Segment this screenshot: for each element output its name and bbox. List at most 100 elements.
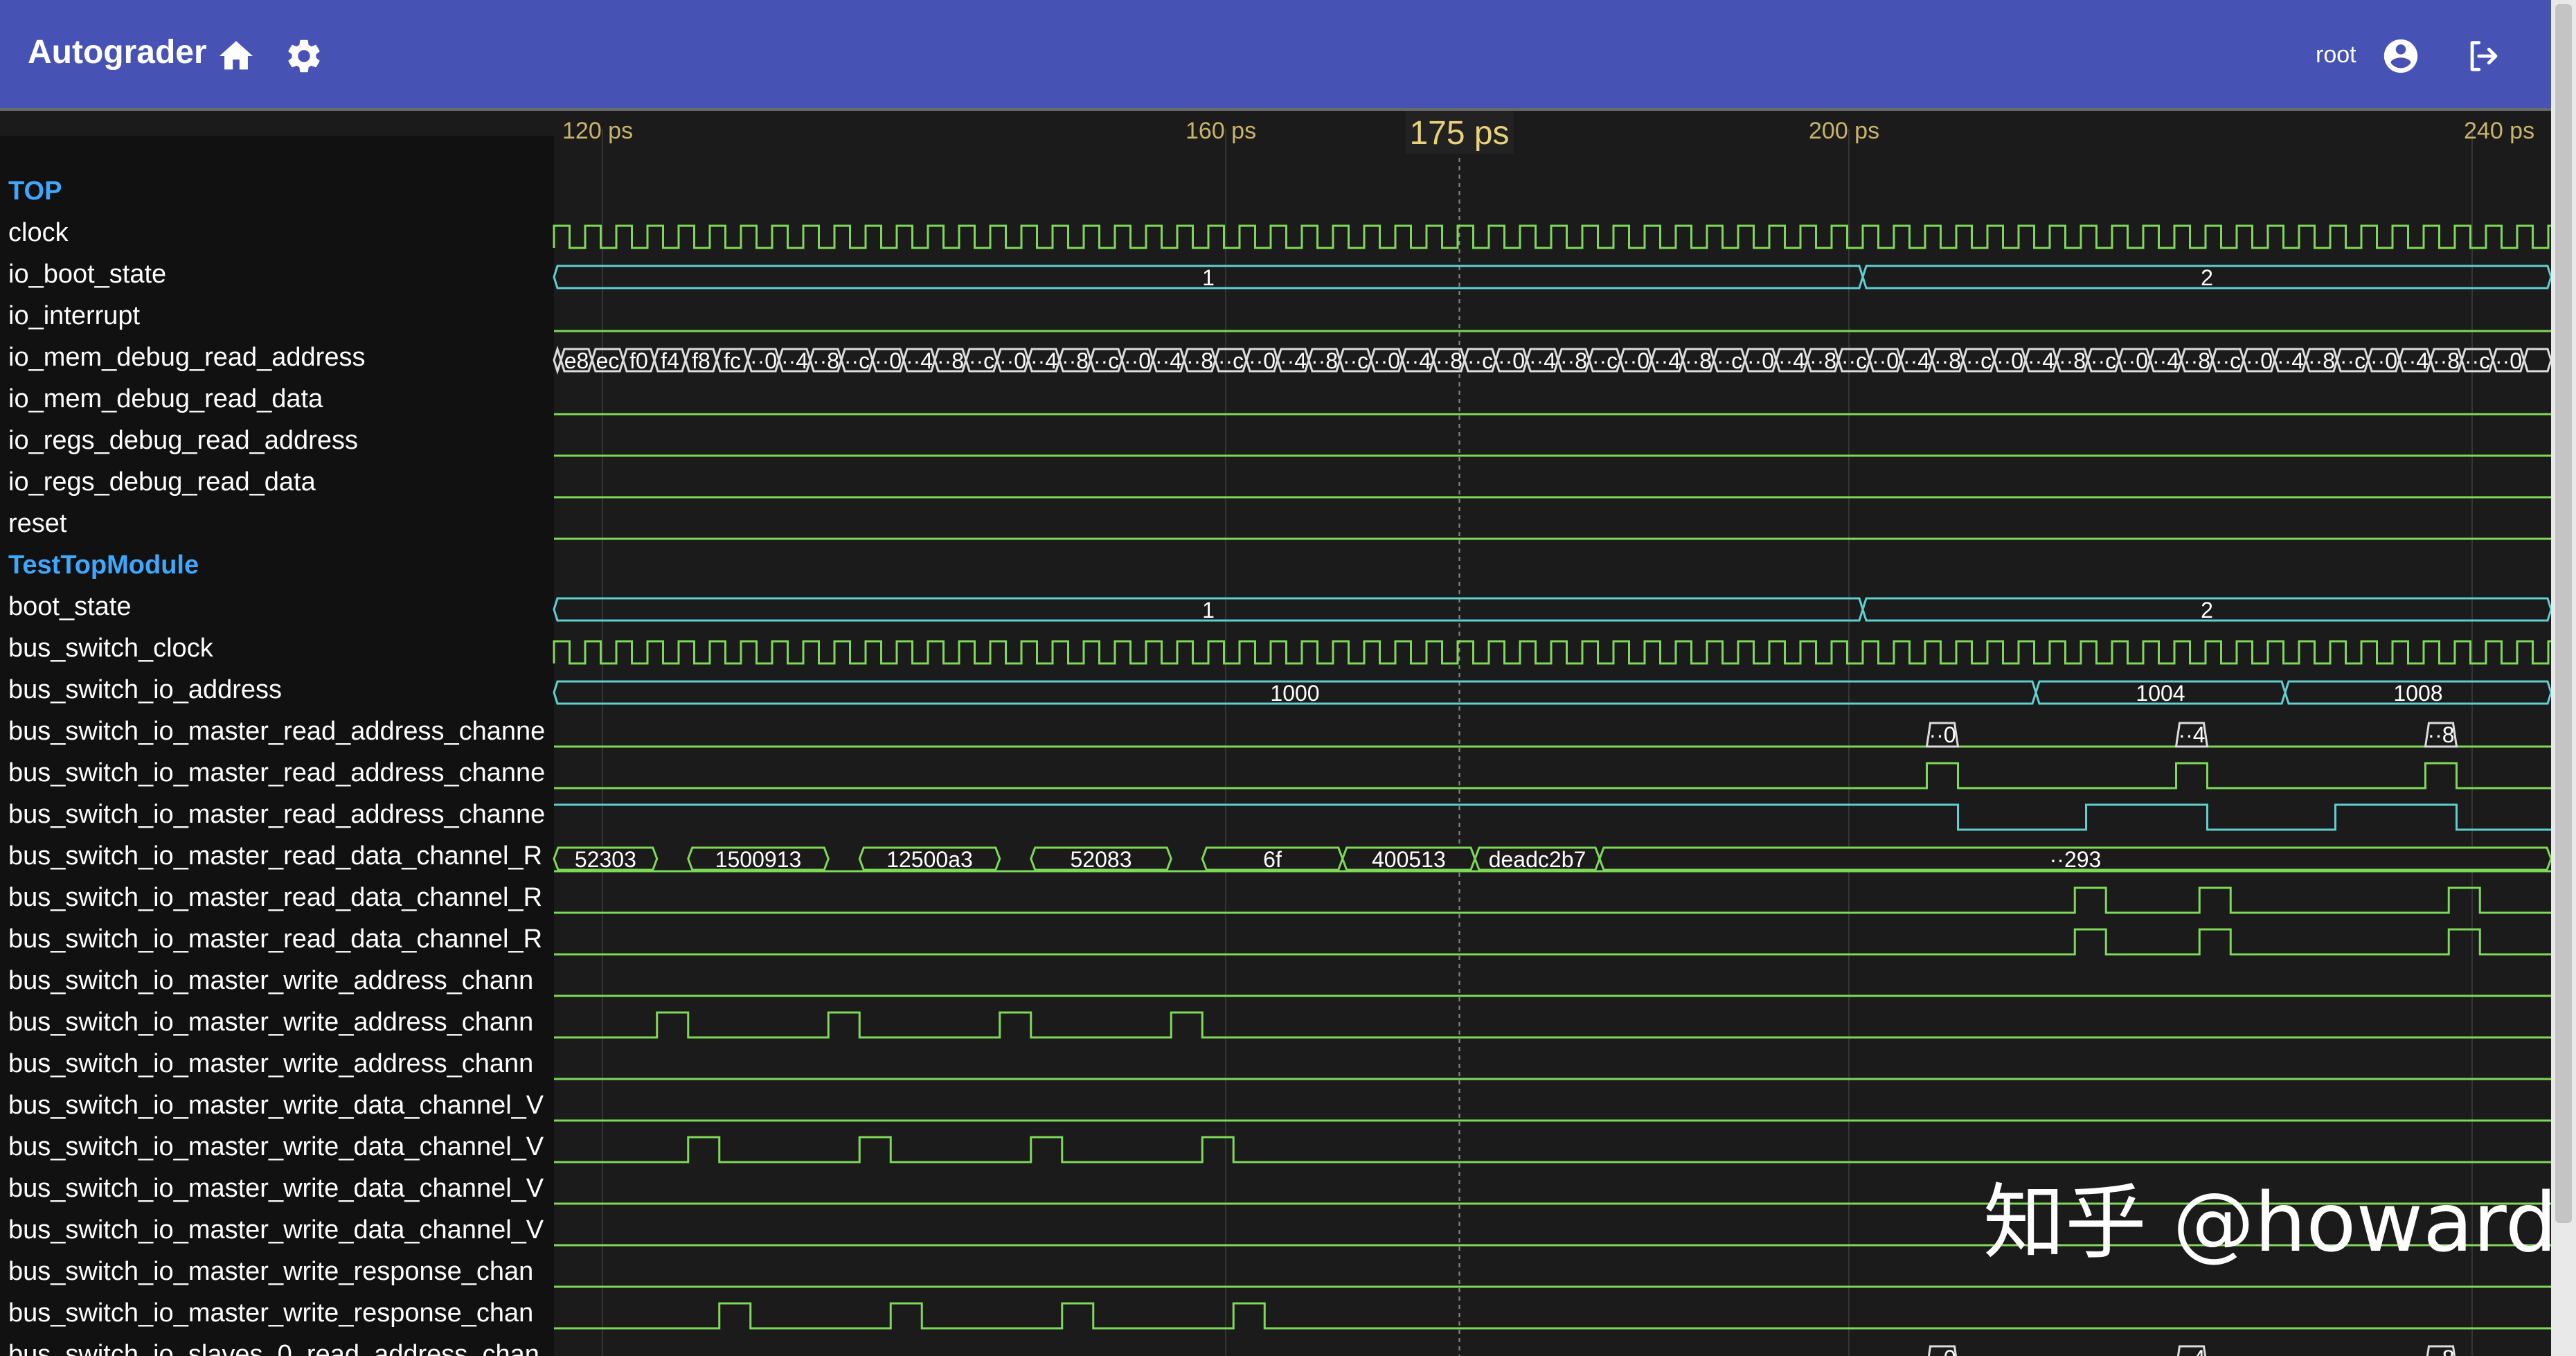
bus-value-label: ··c	[1592, 348, 1618, 373]
bus-value-label: f0	[629, 348, 648, 373]
bus-value-label: ··0	[2495, 348, 2522, 373]
account-circle-icon[interactable]	[2381, 36, 2421, 76]
bus-value-label: ··c	[1717, 348, 1742, 373]
signal-name-label[interactable]: bus_switch_io_slaves_0_read_address_chan	[8, 1340, 539, 1356]
signal-name-label[interactable]: io_mem_debug_read_data	[8, 384, 323, 413]
signal-name-label[interactable]: bus_switch_io_master_write_address_chann	[8, 966, 533, 995]
signal-name-label[interactable]: bus_switch_io_master_write_data_channel_…	[8, 1091, 544, 1120]
bus-value-label: ··c	[969, 348, 994, 373]
signal-name-label[interactable]: io_regs_debug_read_data	[8, 467, 316, 497]
bus-value-label: 52083	[1071, 847, 1132, 872]
signal-name-label[interactable]: bus_switch_clock	[8, 634, 214, 663]
home-icon[interactable]	[216, 36, 256, 76]
signal-name-label[interactable]: bus_switch_io_master_write_response_chan	[8, 1299, 533, 1328]
bus-value-label: ··4	[1404, 348, 1431, 373]
page-scrollbar[interactable]	[2551, 0, 2576, 1356]
bus-value-label: ··0	[2246, 348, 2273, 373]
bus-segment	[858, 846, 1001, 871]
bus-value-label: 1	[1202, 598, 1215, 623]
bus-value-label: ··8	[1062, 348, 1089, 373]
bus-value-label: ··c	[2215, 348, 2241, 373]
bus-value-label: ··8	[1186, 348, 1213, 373]
signal-name-label[interactable]: bus_switch_io_master_read_address_channe	[8, 758, 545, 787]
bus-segment	[1927, 1345, 1958, 1356]
signal-name-label[interactable]: bus_switch_io_master_write_data_channel_…	[8, 1215, 544, 1245]
signal-name-label[interactable]: bus_switch_io_master_write_address_chann	[8, 1008, 533, 1037]
bus-value-label: ··8	[2059, 348, 2086, 373]
bus-value-label: ··0	[1124, 348, 1151, 373]
signal-name-label[interactable]: bus_switch_io_master_read_data_channel_R	[8, 883, 542, 912]
signal-name-label[interactable]: clock	[8, 218, 69, 247]
bus-value-label: f4	[661, 348, 679, 373]
signal-name-label[interactable]: io_boot_state	[8, 260, 166, 289]
bus-value-label: ··8	[937, 348, 964, 373]
waveform-viewer[interactable]: 120 ps 160 ps 200 ps 240 ps 175 ps TOP clock io…	[0, 108, 2551, 1356]
bus-value-label: ··4	[1903, 348, 1930, 373]
bus-value-label: ··c	[2465, 348, 2490, 373]
signal-name-label[interactable]: io_interrupt	[8, 301, 141, 330]
time-tick-label: 240 ps	[2464, 118, 2534, 144]
ruler-top-border	[0, 108, 2551, 111]
bus-segment	[1861, 265, 2551, 289]
bus-value-label: f8	[692, 348, 710, 373]
bus-value-label: ··0	[1996, 348, 2023, 373]
bus-value-label: ··0	[1929, 722, 1956, 747]
bus-value-label: ··4	[1155, 348, 1182, 373]
bus-value-label: deadc2b7	[1489, 847, 1586, 872]
bus-value-label: 400513	[1372, 847, 1446, 872]
signal-name-label[interactable]: bus_switch_io_master_read_data_channel_R	[8, 925, 542, 954]
bus-value-label: ··0	[1747, 348, 1774, 373]
bus-value-label: ··8	[2427, 722, 2454, 747]
watermark-text: 知乎 @howard	[1983, 1175, 2551, 1270]
bus-value-label: 2	[2201, 265, 2213, 290]
username-label: root	[2316, 42, 2356, 68]
bus-value-label: ··0	[1622, 348, 1649, 373]
bus-value-label: ··8	[1809, 348, 1836, 373]
bus-value-label: ··8	[812, 348, 839, 373]
signal-trace	[554, 803, 2551, 831]
signal-name-label[interactable]: bus_switch_io_master_write_address_chann	[8, 1049, 533, 1078]
gear-icon[interactable]	[284, 36, 324, 76]
bus-value-label: ··8	[2183, 348, 2210, 373]
bus-value-label: ··c	[844, 348, 870, 373]
bus-value-label: ··4	[2178, 722, 2205, 747]
bus-value-label: ··0	[1872, 348, 1899, 373]
signal-name-label[interactable]: bus_switch_io_master_write_data_channel_…	[8, 1174, 544, 1203]
time-tick-label: 120 ps	[562, 118, 633, 144]
bus-value-label: 1000	[1270, 681, 1319, 706]
app-bar: Autograder root	[0, 0, 2551, 108]
bus-value-label: ··8	[1311, 348, 1338, 373]
signal-name-label[interactable]: io_mem_debug_read_address	[8, 343, 365, 372]
bus-value-label: ec	[596, 348, 620, 373]
bus-value-label: 1008	[2393, 681, 2442, 706]
signal-name-label[interactable]: bus_switch_io_master_read_address_channe	[8, 717, 545, 746]
app-title[interactable]: Autograder	[28, 34, 207, 71]
signal-name-label[interactable]: bus_switch_io_master_read_address_channe	[8, 800, 545, 829]
clock-trace	[553, 224, 2551, 249]
logout-icon[interactable]	[2464, 36, 2504, 76]
bus-value-label: ··0	[999, 348, 1026, 373]
signal-group-label[interactable]: TestTopModule	[8, 551, 199, 580]
bus-value-label: 1	[1202, 265, 1215, 290]
signal-name-label[interactable]: bus_switch_io_address	[8, 675, 282, 704]
bus-value-label: ··4	[2028, 348, 2055, 373]
bus-segment	[2284, 680, 2551, 705]
signal-name-label[interactable]: bus_switch_io_master_read_data_channel_R	[8, 841, 542, 871]
scrollbar-thumb[interactable]	[2555, 4, 2572, 1223]
bus-value-label: 52303	[575, 847, 636, 872]
signal-group-label[interactable]: TOP	[8, 177, 62, 206]
bus-value-label: ··293	[2050, 847, 2102, 872]
time-tick-label: 200 ps	[1809, 118, 1879, 144]
signal-name-label[interactable]: reset	[8, 509, 67, 538]
bus-value-label: 1004	[2136, 681, 2185, 706]
signal-trace	[554, 1136, 2551, 1163]
bus-value-label: ··c	[1841, 348, 1867, 373]
signal-name-label[interactable]: bus_switch_io_master_write_response_chan	[8, 1257, 533, 1286]
signal-trace	[554, 886, 2551, 914]
signal-name-label[interactable]: boot_state	[8, 592, 131, 621]
signal-trace	[554, 928, 2551, 956]
bus-value-label: ··c	[1467, 348, 1493, 373]
bus-value-label: ··0	[1373, 348, 1400, 373]
signal-name-label[interactable]: bus_switch_io_master_write_data_channel_…	[8, 1132, 544, 1161]
signal-name-label[interactable]: io_regs_debug_read_address	[8, 426, 358, 455]
